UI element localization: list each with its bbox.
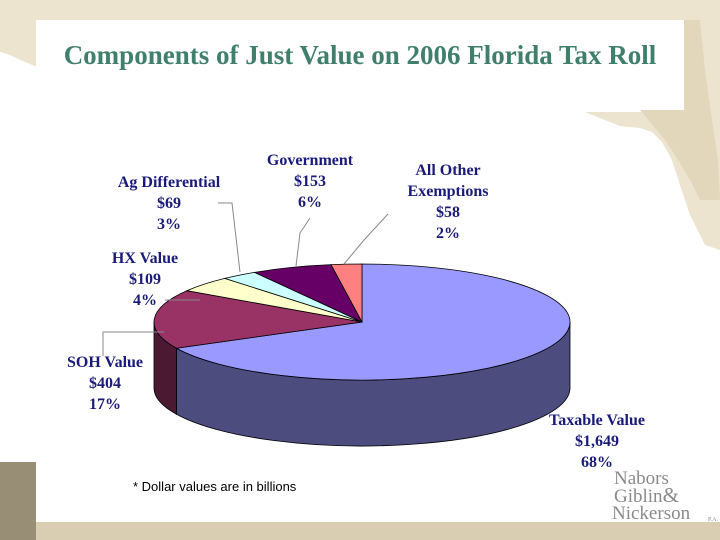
label-hx-percent: 4% bbox=[133, 292, 157, 309]
leader-government bbox=[295, 217, 311, 267]
label-government: Government $153 6% bbox=[255, 150, 365, 213]
label-hx-value: HX Value $109 4% bbox=[95, 248, 195, 311]
footer-left-block bbox=[0, 462, 36, 540]
label-soh-value-amount: $404 bbox=[89, 375, 121, 392]
map-panhandle-shade bbox=[640, 20, 720, 200]
logo-line-1: Nabors bbox=[614, 468, 669, 489]
label-all-other-percent: 2% bbox=[436, 225, 460, 242]
label-ag-percent: 3% bbox=[157, 216, 181, 233]
logo-line-2-text: Giblin bbox=[614, 486, 663, 507]
label-all-other-name-1: All Other bbox=[415, 162, 481, 179]
logo-suffix: P.A. bbox=[708, 517, 719, 523]
label-taxable-percent: 68% bbox=[581, 454, 613, 471]
label-all-other-exemptions: All Other Exemptions $58 2% bbox=[393, 160, 503, 244]
chart-title: Components of Just Value on 2006 Florida… bbox=[63, 40, 657, 70]
pie-slice-all-other-exemptions bbox=[330, 263, 363, 323]
leader-soh-value bbox=[102, 331, 164, 356]
pie-slice-taxable-value bbox=[175, 263, 571, 381]
leader-all-other-exemptions bbox=[343, 213, 389, 265]
footnote: * Dollar values are in billions bbox=[133, 479, 297, 494]
logo-ampersand: & bbox=[662, 483, 679, 507]
label-all-other-name-2: Exemptions bbox=[407, 183, 489, 200]
label-government-name: Government bbox=[266, 152, 354, 169]
label-ag-differential: Ag Differential $69 3% bbox=[104, 172, 234, 235]
label-soh-name: SOH Value bbox=[66, 354, 144, 371]
footer-white-panel bbox=[36, 462, 720, 522]
label-government-percent: 6% bbox=[298, 194, 322, 211]
map-inner-white bbox=[36, 20, 684, 112]
pie-slice-soh-value bbox=[153, 290, 363, 349]
leader-ag-differential bbox=[218, 202, 241, 273]
label-taxable-value-amount: $1,649 bbox=[575, 433, 619, 450]
leader-lines bbox=[102, 202, 389, 356]
label-hx-value-amount: $109 bbox=[129, 271, 161, 288]
label-ag-value: $69 bbox=[157, 195, 181, 212]
logo-line-2: Giblin& bbox=[612, 485, 716, 507]
logo-line-3: Nickerson bbox=[612, 503, 691, 524]
label-taxable-value: Taxable Value $1,649 68% bbox=[537, 410, 657, 473]
label-all-other-value: $58 bbox=[436, 204, 460, 221]
label-soh-percent: 17% bbox=[89, 396, 121, 413]
label-government-value: $153 bbox=[294, 173, 326, 190]
label-hx-name: HX Value bbox=[111, 250, 179, 267]
label-soh-value: SOH Value $404 17% bbox=[55, 352, 155, 415]
company-logo: Nabors Giblin& Nickerson P.A. bbox=[612, 468, 719, 524]
label-ag-name: Ag Differential bbox=[117, 174, 221, 191]
label-taxable-name: Taxable Value bbox=[549, 412, 645, 429]
pie-chart bbox=[153, 263, 571, 447]
